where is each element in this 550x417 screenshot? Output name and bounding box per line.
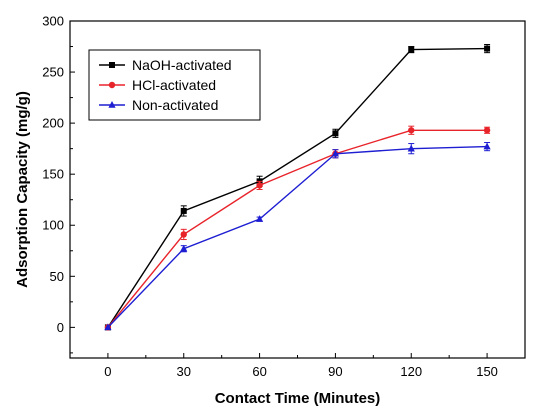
- legend-label: HCl-activated: [132, 77, 216, 93]
- y-tick-label: 100: [42, 218, 64, 233]
- y-tick-label: 0: [57, 320, 64, 335]
- y-tick-label: 250: [42, 65, 64, 80]
- x-tick-label: 120: [400, 364, 422, 379]
- data-point: [256, 182, 263, 189]
- y-tick-label: 50: [50, 269, 64, 284]
- x-axis-title: Contact Time (Minutes): [215, 390, 381, 407]
- data-point: [483, 142, 491, 150]
- x-tick-label: 90: [328, 364, 342, 379]
- data-point: [332, 130, 339, 137]
- legend-marker: [109, 62, 115, 68]
- y-tick-label: 150: [42, 167, 64, 182]
- series-line: [107, 47, 488, 328]
- legend-item: Non-activated: [99, 97, 218, 113]
- axes: 0 30 60 90 120 150 0 50 100 150 200 250 300: [42, 14, 526, 379]
- series-line: [107, 129, 488, 328]
- y-axis-title: Adsorption Capacity (mg/g): [14, 91, 31, 288]
- x-tick-label: 60: [252, 364, 266, 379]
- legend-item: HCl-activated: [99, 77, 216, 93]
- y-tick-label: 200: [42, 116, 64, 131]
- data-point: [408, 46, 415, 53]
- x-tick-label: 30: [177, 364, 191, 379]
- series-hcl-activated: [104, 125, 491, 331]
- data-point: [104, 323, 112, 331]
- data-point: [255, 215, 264, 222]
- legend-label: Non-activated: [132, 97, 218, 113]
- legend-item: NaOH-activated: [99, 57, 232, 73]
- y-tick-label: 300: [42, 14, 64, 29]
- legend-marker: [108, 101, 116, 108]
- series-non-activated: [104, 142, 491, 331]
- x-tick-label: 150: [476, 364, 498, 379]
- data-point: [180, 207, 187, 214]
- series-line: [107, 145, 488, 328]
- data-point: [180, 231, 187, 238]
- data-point: [407, 144, 415, 152]
- series-layer: [104, 43, 491, 331]
- data-point: [408, 127, 415, 134]
- data-point: [483, 127, 491, 134]
- legend: NaOH-activated HCl-activated Non-activated: [88, 49, 261, 121]
- data-point: [331, 149, 340, 157]
- legend-label: NaOH-activated: [132, 57, 232, 73]
- data-point: [484, 45, 491, 52]
- data-point: [180, 244, 188, 252]
- x-tick-label: 0: [104, 364, 111, 379]
- legend-marker: [108, 81, 116, 89]
